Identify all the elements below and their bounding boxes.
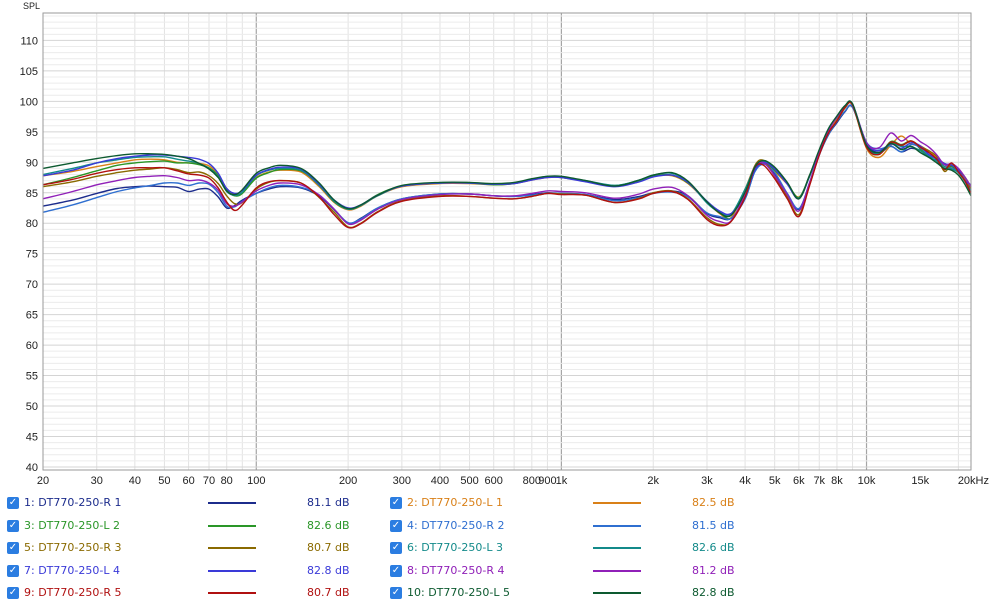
legend-entry: ✓ 9: DT770-250-R 5 80.7 dB (7, 584, 377, 604)
y-tick-label: 75 (26, 249, 38, 261)
legend-swatch (593, 524, 641, 527)
x-tick-label: 10k (858, 475, 876, 487)
legend-level-value: 81.5 dB (692, 518, 735, 532)
legend-swatch (208, 547, 256, 549)
series-visibility-checkbox[interactable]: ✓ (7, 587, 19, 599)
legend-level-value: 82.6 dB (692, 541, 735, 554)
y-tick-label: 80 (26, 218, 38, 230)
legend-entry: ✓ 6: DT770-250-L 3 82.6 dB (390, 539, 750, 559)
x-tick-label: 300 (393, 475, 411, 487)
y-tick-label: 100 (20, 96, 38, 108)
legend-label: 3: DT770-250-L 2 (24, 518, 120, 532)
legend-swatch (208, 524, 256, 527)
frequency-response-plot: SPL 40 45 50 55 60 65 70 75 80 85 90 95 100 105 110 20 3… (20, 1, 989, 487)
legend-entry: ✓ 2: DT770-250-L 1 82.5 dB (390, 494, 750, 514)
x-tick-label: 200 (339, 475, 357, 487)
series-visibility-checkbox[interactable]: ✓ (7, 497, 19, 509)
x-tick-label: 2k (647, 475, 659, 487)
y-tick-label: 90 (26, 157, 38, 169)
x-tick-label: 6k (793, 475, 805, 487)
legend-label: 2: DT770-250-L 1 (407, 496, 503, 509)
x-tick-label: 70 (203, 475, 215, 487)
legend-level-value: 81.1 dB (307, 496, 350, 509)
y-tick-label: 70 (26, 279, 38, 291)
x-tick-label: 800 (523, 475, 541, 487)
legend-label: 10: DT770-250-L 5 (407, 586, 510, 599)
legend-label: 8: DT770-250-R 4 (407, 563, 505, 577)
series-visibility-checkbox[interactable]: ✓ (7, 542, 19, 554)
legend-entry: ✓ 10: DT770-250-L 5 82.8 dB (390, 584, 750, 604)
legend-swatch (593, 502, 641, 504)
legend-label: 9: DT770-250-R 5 (24, 586, 122, 599)
y-tick-label: 95 (26, 127, 38, 139)
series-visibility-checkbox[interactable]: ✓ (7, 519, 19, 532)
legend-level-value: 80.7 dB (307, 586, 350, 599)
legend-entry: ✓ 5: DT770-250-R 3 80.7 dB (7, 539, 377, 559)
legend-swatch (593, 592, 641, 594)
y-tick-label: 55 (26, 371, 38, 383)
series-line-9 (42, 101, 972, 229)
x-tick-label: 8k (831, 475, 843, 487)
legend-label: 7: DT770-250-L 4 (24, 563, 120, 577)
x-tick-label: 80 (221, 475, 233, 487)
series-visibility-checkbox[interactable]: ✓ (390, 497, 402, 509)
legend-level-value: 80.7 dB (307, 541, 350, 554)
series-visibility-checkbox[interactable]: ✓ (390, 564, 402, 577)
x-tick-label: 100 (247, 475, 265, 487)
legend-level-value: 82.6 dB (307, 518, 350, 532)
legend-swatch (208, 502, 256, 504)
x-tick-label: 60 (182, 475, 194, 487)
legend-level-value: 82.8 dB (692, 586, 735, 599)
x-tick-label: 40 (129, 475, 141, 487)
legend-label: 5: DT770-250-R 3 (24, 541, 122, 554)
legend-swatch (593, 547, 641, 549)
legend-entry: ✓ 8: DT770-250-R 4 81.2 dB (390, 562, 750, 582)
y-tick-label: 60 (26, 340, 38, 352)
y-tick-label: 65 (26, 310, 38, 322)
x-tick-label: 400 (431, 475, 449, 487)
series-line-8 (42, 101, 972, 226)
series-line-10 (42, 100, 972, 218)
plot-frame (42, 12, 972, 471)
series-visibility-checkbox[interactable]: ✓ (390, 519, 402, 532)
y-axis-label: SPL (23, 1, 40, 11)
y-tick-label: 45 (26, 431, 38, 443)
legend-label: 4: DT770-250-R 2 (407, 518, 505, 532)
x-tick-label: 20kHz (958, 475, 989, 487)
x-tick-label: 3k (701, 475, 713, 487)
series-visibility-checkbox[interactable]: ✓ (390, 587, 402, 599)
x-tick-label: 900 (538, 475, 556, 487)
y-tick-label: 85 (26, 188, 38, 200)
legend-entry: ✓ 3: DT770-250-L 2 82.6 dB (7, 517, 377, 537)
legend-level-value: 82.5 dB (692, 496, 735, 509)
x-tick-label: 600 (485, 475, 503, 487)
legend-swatch (208, 592, 256, 594)
legend-label: 6: DT770-250-L 3 (407, 541, 503, 554)
x-tick-label: 20 (37, 475, 49, 487)
y-tick-label: 40 (26, 462, 38, 474)
legend-entry: ✓ 1: DT770-250-R 1 81.1 dB (7, 494, 377, 514)
series-visibility-checkbox[interactable]: ✓ (7, 564, 19, 577)
y-tick-label: 110 (20, 35, 38, 47)
series-line-4 (42, 104, 972, 224)
legend-label: 1: DT770-250-R 1 (24, 496, 122, 509)
legend-level-value: 81.2 dB (692, 563, 735, 577)
x-tick-label: 7k (813, 475, 825, 487)
x-tick-label: 4k (739, 475, 751, 487)
series-line-7 (42, 101, 972, 216)
legend-entry: ✓ 7: DT770-250-L 4 82.8 dB (7, 562, 377, 582)
x-tick-label: 15k (911, 475, 929, 487)
x-tick-label: 5k (769, 475, 781, 487)
legend-swatch (593, 569, 641, 572)
x-tick-label: 50 (158, 475, 170, 487)
legend-level-value: 82.8 dB (307, 563, 350, 577)
x-tick-label: 1k (556, 475, 568, 487)
y-tick-label: 105 (20, 66, 38, 78)
legend-entry: ✓ 4: DT770-250-R 2 81.5 dB (390, 517, 750, 537)
legend-swatch (208, 569, 256, 572)
x-tick-label: 30 (91, 475, 103, 487)
y-tick-label: 50 (26, 401, 38, 413)
x-tick-label: 500 (460, 475, 478, 487)
series-visibility-checkbox[interactable]: ✓ (390, 542, 402, 554)
